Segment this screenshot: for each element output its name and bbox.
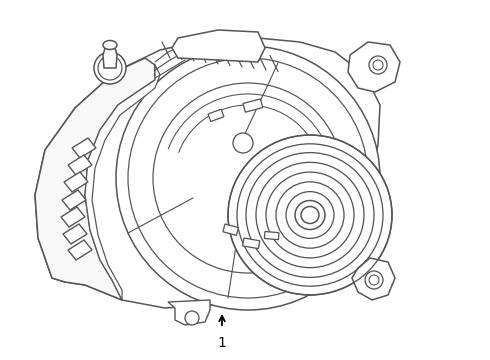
Ellipse shape (103, 40, 117, 49)
Polygon shape (172, 30, 265, 62)
Circle shape (373, 60, 383, 70)
Polygon shape (168, 300, 210, 325)
Polygon shape (62, 190, 86, 210)
Polygon shape (348, 42, 400, 92)
Bar (208, 109, 224, 122)
Polygon shape (72, 138, 96, 158)
Bar (223, 224, 239, 235)
Ellipse shape (228, 135, 392, 295)
Ellipse shape (295, 201, 325, 230)
Polygon shape (61, 207, 85, 227)
Polygon shape (352, 258, 395, 300)
Ellipse shape (301, 207, 319, 224)
Circle shape (369, 56, 387, 74)
Polygon shape (68, 155, 92, 175)
Circle shape (185, 311, 199, 325)
Polygon shape (103, 44, 117, 68)
Text: 1: 1 (218, 336, 226, 350)
Circle shape (128, 58, 368, 298)
Bar (243, 99, 263, 112)
Circle shape (153, 83, 343, 273)
Polygon shape (85, 65, 160, 300)
Bar (243, 238, 260, 249)
Circle shape (233, 133, 253, 153)
Polygon shape (68, 240, 92, 260)
Polygon shape (35, 38, 380, 308)
Polygon shape (64, 172, 88, 192)
Polygon shape (63, 224, 87, 244)
Circle shape (369, 275, 379, 285)
Polygon shape (35, 58, 155, 300)
Circle shape (98, 56, 122, 80)
Circle shape (116, 46, 380, 310)
Circle shape (365, 271, 383, 289)
Bar (265, 231, 279, 240)
Circle shape (94, 52, 126, 84)
